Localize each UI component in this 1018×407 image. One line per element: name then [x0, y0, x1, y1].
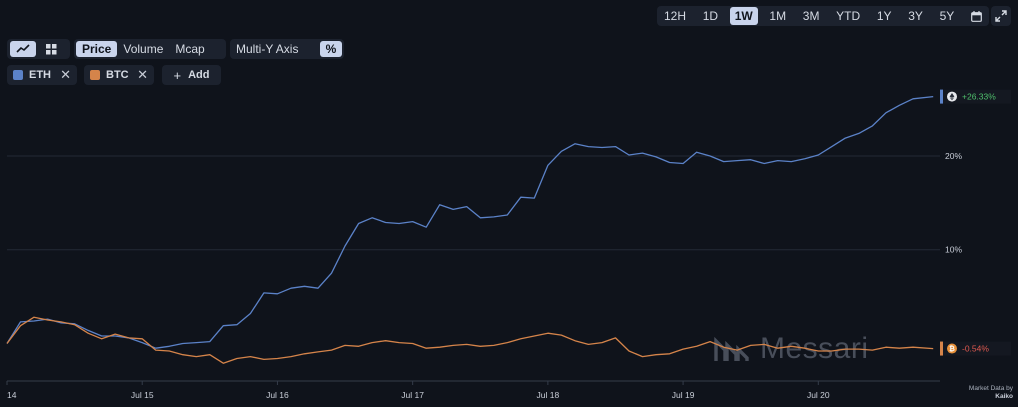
grid-layout-button[interactable] — [38, 41, 64, 57]
end-label-btc: ₿ -0.54% — [940, 341, 1011, 356]
add-asset-label: Add — [188, 69, 210, 81]
data-attribution: Market Data by Kaiko — [963, 385, 1013, 401]
btc-color-swatch — [90, 70, 100, 80]
close-icon[interactable]: ✕ — [137, 67, 148, 82]
range-1w-button[interactable]: 1W — [729, 7, 758, 25]
line-chart-button[interactable] — [10, 41, 36, 57]
expand-button[interactable] — [991, 6, 1011, 26]
calendar-icon — [971, 10, 982, 22]
end-label-accent — [940, 341, 943, 356]
line-chart-icon — [16, 44, 30, 53]
btc-logo-icon: ₿ — [949, 345, 955, 353]
x-tick-label: 14 — [7, 390, 17, 400]
grid-layout-icon — [45, 43, 56, 54]
percent-toggle-button[interactable]: % — [320, 41, 342, 57]
attribution-line: Market Data by — [968, 385, 1013, 392]
asset-chip-btc[interactable]: BTC ✕ — [84, 65, 154, 85]
x-tick-label: Jul 17 — [401, 390, 424, 400]
asset-chip-label: ETH — [29, 69, 51, 81]
end-value-label: -0.54% — [962, 344, 989, 354]
time-range-selector: 12H 1D 1W 1M 3M YTD 1Y 3Y 5Y — [657, 6, 989, 26]
series-line-eth — [6, 95, 934, 349]
y-tick-label: 10% — [945, 245, 962, 255]
range-1y-button[interactable]: 1Y — [876, 9, 892, 23]
range-1m-button[interactable]: 1M — [769, 9, 787, 23]
y-tick-label: 20% — [945, 151, 962, 161]
series-line-btc — [6, 316, 934, 364]
eth-color-swatch — [13, 70, 23, 80]
multi-y-axis-toggle[interactable]: Multi-Y Axis % — [230, 39, 344, 59]
range-1d-button[interactable]: 1D — [702, 9, 719, 23]
range-12h-button[interactable]: 12H — [664, 9, 687, 23]
end-value-label: +26.33% — [962, 92, 996, 102]
range-3m-button[interactable]: 3M — [802, 9, 820, 23]
x-tick-label: Jul 16 — [266, 390, 289, 400]
multi-y-axis-label: Multi-Y Axis — [236, 42, 299, 56]
metric-mcap-button[interactable]: Mcap — [175, 42, 205, 56]
range-ytd-button[interactable]: YTD — [836, 9, 861, 23]
x-tick-label: Jul 19 — [672, 390, 695, 400]
end-label-accent — [940, 89, 943, 104]
range-5y-button[interactable]: 5Y — [939, 9, 955, 23]
range-3y-button[interactable]: 3Y — [908, 9, 923, 23]
asset-chip-eth[interactable]: ETH ✕ — [7, 65, 77, 85]
metric-price-button[interactable]: Price — [76, 41, 118, 57]
plus-icon: + — [173, 67, 182, 83]
chart-type-toggle — [7, 39, 70, 59]
x-tick-label: Jul 18 — [537, 390, 560, 400]
x-tick-label: Jul 20 — [807, 390, 830, 400]
btc-coin-icon — [947, 343, 957, 354]
calendar-button[interactable] — [966, 7, 987, 25]
asset-chip-label: BTC — [106, 69, 129, 81]
add-asset-button[interactable]: + Add — [162, 65, 221, 85]
metric-volume-button[interactable]: Volume — [123, 42, 164, 56]
kaiko-logo-text: Kaiko — [995, 393, 1013, 400]
end-label-background — [943, 89, 1011, 104]
close-icon[interactable]: ✕ — [60, 67, 71, 82]
eth-logo-icon — [949, 92, 955, 101]
expand-icon — [995, 10, 1007, 22]
x-tick-label: Jul 15 — [131, 390, 154, 400]
end-label-eth: +26.33% — [940, 89, 1011, 104]
metric-selector: Price Volume Mcap — [74, 39, 226, 59]
end-label-background — [943, 341, 1011, 356]
